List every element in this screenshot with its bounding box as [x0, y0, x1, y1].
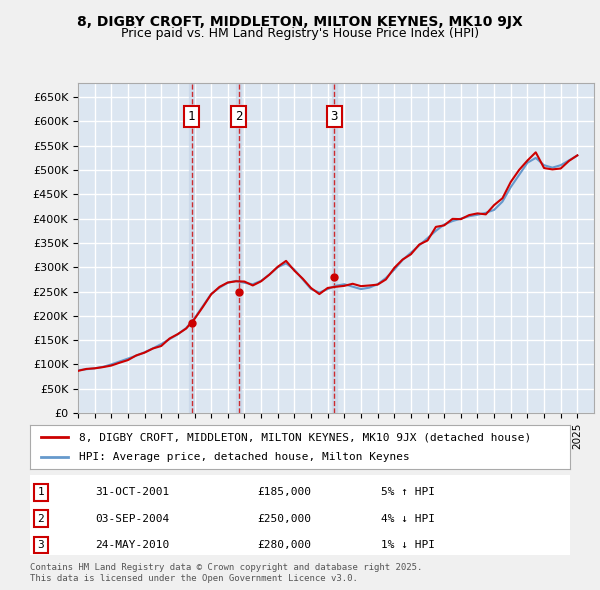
Text: 3: 3	[331, 110, 338, 123]
Text: 2: 2	[37, 514, 44, 524]
Text: 3: 3	[37, 540, 44, 550]
Text: 1: 1	[37, 487, 44, 497]
Text: 4% ↓ HPI: 4% ↓ HPI	[381, 514, 435, 524]
Text: 03-SEP-2004: 03-SEP-2004	[95, 514, 169, 524]
Text: 2: 2	[235, 110, 243, 123]
Text: 8, DIGBY CROFT, MIDDLETON, MILTON KEYNES, MK10 9JX: 8, DIGBY CROFT, MIDDLETON, MILTON KEYNES…	[77, 15, 523, 29]
Text: 24-MAY-2010: 24-MAY-2010	[95, 540, 169, 550]
Bar	[236, 83, 241, 413]
Text: £280,000: £280,000	[257, 540, 311, 550]
Text: £185,000: £185,000	[257, 487, 311, 497]
Bar	[189, 83, 194, 413]
Bar	[332, 83, 337, 413]
Text: 31-OCT-2001: 31-OCT-2001	[95, 487, 169, 497]
Text: 8, DIGBY CROFT, MIDDLETON, MILTON KEYNES, MK10 9JX (detached house): 8, DIGBY CROFT, MIDDLETON, MILTON KEYNES…	[79, 432, 531, 442]
Text: HPI: Average price, detached house, Milton Keynes: HPI: Average price, detached house, Milt…	[79, 452, 409, 461]
Text: 1% ↓ HPI: 1% ↓ HPI	[381, 540, 435, 550]
Text: Price paid vs. HM Land Registry's House Price Index (HPI): Price paid vs. HM Land Registry's House …	[121, 27, 479, 40]
Text: 5% ↑ HPI: 5% ↑ HPI	[381, 487, 435, 497]
Text: £250,000: £250,000	[257, 514, 311, 524]
Text: Contains HM Land Registry data © Crown copyright and database right 2025.
This d: Contains HM Land Registry data © Crown c…	[30, 563, 422, 583]
Text: 1: 1	[188, 110, 196, 123]
